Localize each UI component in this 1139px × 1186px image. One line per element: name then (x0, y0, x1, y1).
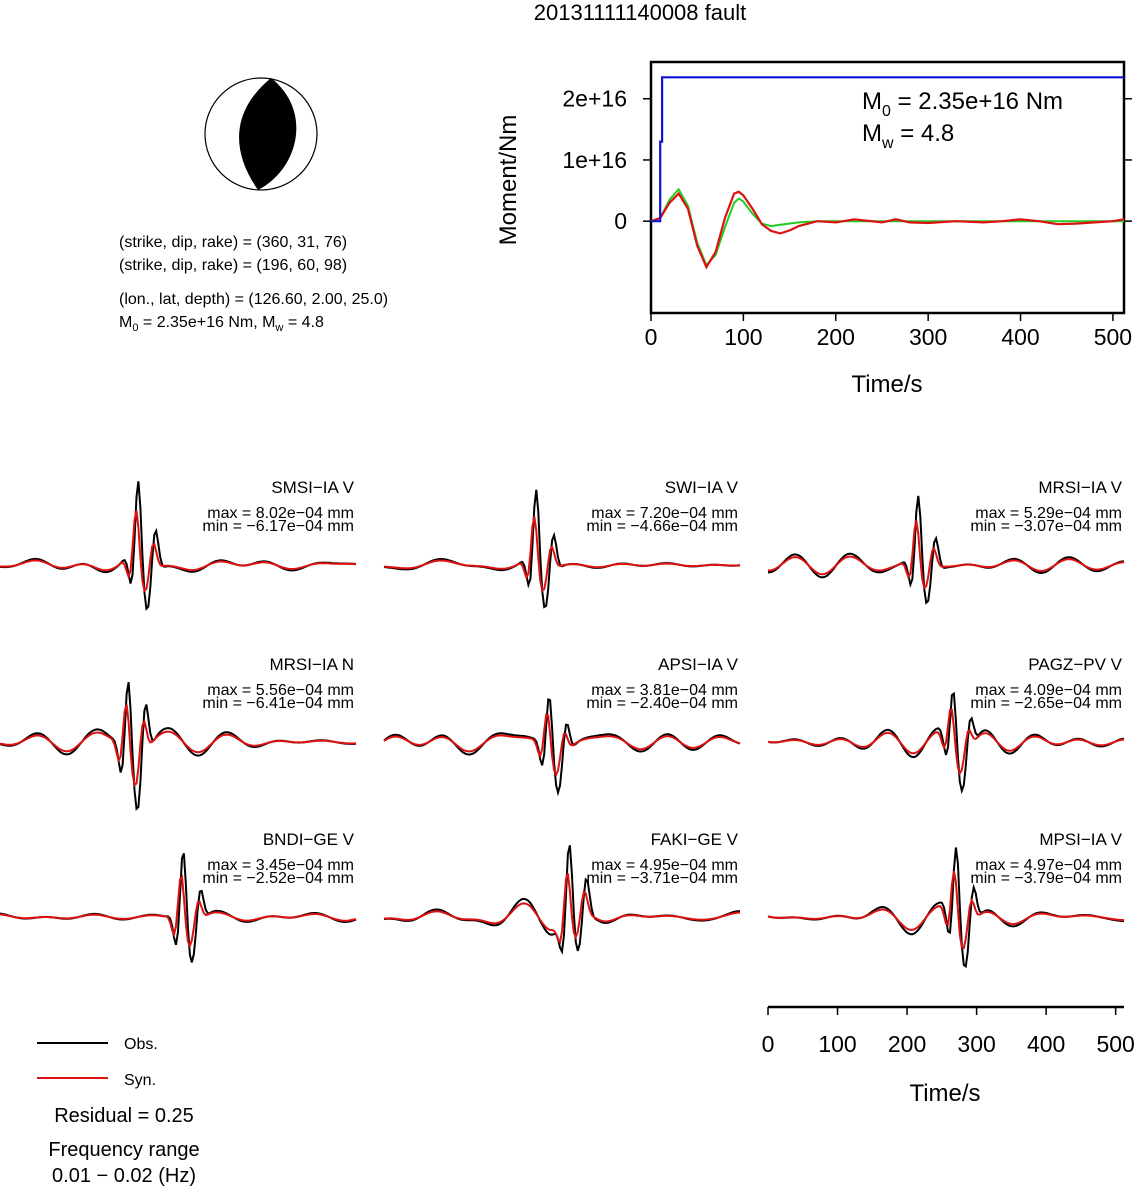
moment-xtick-label: 100 (724, 324, 762, 350)
waveform-synthetic (768, 520, 1125, 590)
waveform-synthetic (767, 870, 1125, 950)
moment-annotation-mw: Mw = 4.8 (862, 120, 954, 152)
legend-obs-label: Obs. (124, 1036, 158, 1053)
moment-xtick-label: 400 (1001, 324, 1039, 350)
waveform-synthetic (0, 874, 357, 949)
moment-plot-frame (649, 60, 1126, 315)
figure-title: 20131111140008 fault (534, 0, 746, 25)
moment-axes: 0 100 200 300 400 500 0 1e+16 2e+16 (562, 86, 1132, 350)
station-label: PAGZ−PV V (1028, 655, 1122, 674)
station-max: max = 5.29e−04 mm (975, 505, 1122, 522)
waveform-synthetic (0, 704, 356, 787)
station-max: max = 4.09e−04 mm (975, 682, 1122, 699)
moment-green-curve (650, 187, 1124, 268)
mechanism-moment-line: M0 = 2.35e+16 Nm, Mw = 4.8 (119, 314, 324, 334)
focal-mechanism-beachball (204, 77, 318, 191)
legend-frequency-value: 0.01 − 0.02 (Hz) (52, 1165, 196, 1186)
station-min: min = −6.41e−04 mm (202, 695, 354, 712)
moment-annotation-m0: M0 = 2.35e+16 Nm (862, 88, 1063, 120)
waveform-xtick-label: 200 (888, 1031, 926, 1057)
waveform-xlabel: Time/s (909, 1080, 980, 1107)
station-max: max = 5.56e−04 mm (207, 682, 354, 699)
station-label: SWI−IA V (665, 478, 739, 497)
legend-syn-label: Syn. (124, 1072, 156, 1089)
moment-xtick-label: 200 (817, 324, 855, 350)
mechanism-line-1: (strike, dip, rake) = (360, 31, 76) (119, 234, 347, 251)
waveform-synthetic (383, 516, 741, 592)
waveform-xtick-label: 100 (818, 1031, 856, 1057)
station-max: max = 7.20e−04 mm (591, 505, 738, 522)
station-min: min = −6.17e−04 mm (202, 518, 354, 535)
waveform-time-axis: 0 100 200 300 400 500 (762, 1005, 1135, 1057)
waveform-xtick-label: 300 (957, 1031, 995, 1057)
waveform-xtick-label: 0 (762, 1031, 775, 1057)
station-max: max = 8.02e−04 mm (207, 505, 354, 522)
station-max: max = 3.81e−04 mm (591, 682, 738, 699)
station-label: FAKI−GE V (651, 830, 739, 849)
station-max: max = 4.97e−04 mm (975, 857, 1122, 874)
legend-residual: Residual = 0.25 (54, 1105, 194, 1127)
moment-plot: 0 100 200 300 400 500 0 1e+16 2e+16 Moment/Nm Ti… (495, 60, 1132, 398)
station-min: min = −2.52e−04 mm (202, 870, 354, 887)
legend: Obs. Syn. Residual = 0.25 Frequency rang… (37, 1036, 200, 1186)
mechanism-line-3: (lon., lat, depth) = (126.60, 2.00, 25.0… (119, 291, 388, 308)
waveform-synthetic (383, 873, 741, 945)
moment-xlabel: Time/s (851, 371, 922, 398)
moment-ytick-label: 0 (614, 208, 627, 234)
moment-ytick-label: 2e+16 (562, 86, 627, 112)
station-min: min = −3.07e−04 mm (970, 518, 1122, 535)
waveform-observed (767, 495, 1125, 605)
waveform-observed (0, 481, 357, 611)
station-max: max = 3.45e−04 mm (207, 857, 354, 874)
waveform-xtick-label: 500 (1096, 1031, 1134, 1057)
waveform-xtick-label: 400 (1027, 1031, 1065, 1057)
waveform-synthetic (0, 510, 357, 593)
station-min: min = −4.66e−04 mm (586, 518, 738, 535)
station-min: min = −3.71e−04 mm (586, 870, 738, 887)
station-min: min = −2.65e−04 mm (970, 695, 1122, 712)
station-label: MRSI−IA V (1038, 478, 1122, 497)
moment-xtick-label: 0 (645, 324, 658, 350)
moment-ytick-label: 1e+16 (562, 147, 627, 173)
legend-frequency-title: Frequency range (48, 1139, 199, 1161)
waveform-synthetic (383, 713, 741, 778)
mechanism-info: (strike, dip, rake) = (360, 31, 76) (str… (119, 234, 388, 334)
station-label: MRSI−IA N (269, 655, 354, 674)
moment-red-curve (650, 190, 1125, 270)
mechanism-line-2: (strike, dip, rake) = (196, 60, 98) (119, 257, 347, 274)
station-max: max = 4.95e−04 mm (591, 857, 738, 874)
moment-xtick-label: 300 (909, 324, 947, 350)
moment-curves (650, 76, 1125, 270)
station-label: SMSI−IA V (271, 478, 354, 497)
moment-cumulative-curve (651, 76, 1124, 223)
station-min: min = −3.79e−04 mm (970, 870, 1122, 887)
station-label: APSI−IA V (658, 655, 739, 674)
station-min: min = −2.40e−04 mm (586, 695, 738, 712)
station-label: MPSI−IA V (1039, 830, 1122, 849)
moment-xtick-label: 500 (1094, 324, 1132, 350)
waveform-synthetic (767, 708, 1125, 776)
station-label: BNDI−GE V (263, 830, 355, 849)
moment-ylabel: Moment/Nm (495, 115, 522, 246)
